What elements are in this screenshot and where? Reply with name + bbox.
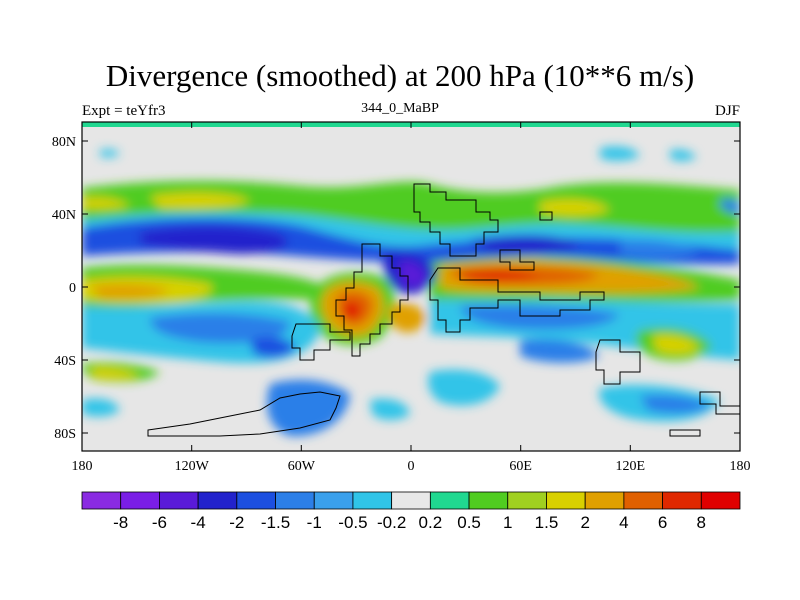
colorbar-label: -0.5	[338, 513, 367, 532]
colorbar-swatch	[623, 491, 663, 510]
colorbar-label: -2	[229, 513, 244, 532]
colorbar-swatch	[391, 491, 431, 510]
colorbar: -8 -6 -4 -2 -1.5 -1 -0.5 -0.2 0.2 0.5 1 1.5 2 4 6 8	[81, 491, 741, 532]
colorbar-swatch	[236, 491, 276, 510]
lon-label: 180	[730, 459, 751, 474]
season-label: DJF	[714, 103, 740, 119]
colorbar-label: -1	[307, 513, 322, 532]
colorbar-swatch	[662, 491, 702, 510]
colorbar-label: 2	[580, 513, 589, 532]
center-label: 344_0_MaBP	[361, 101, 439, 116]
colorbar-label: 1.5	[535, 513, 559, 532]
colorbar-label: 8	[697, 513, 706, 532]
lon-label: 60E	[509, 459, 532, 474]
lon-label: 60W	[288, 459, 316, 474]
axis-ticks	[81, 122, 741, 451]
colorbar-swatch	[81, 491, 122, 510]
colorbar-label: 0.5	[457, 513, 481, 532]
lat-label: 0	[69, 281, 76, 296]
lat-label: 40S	[54, 354, 76, 369]
colorbar-label: -6	[152, 513, 167, 532]
colorbar-label: -8	[113, 513, 128, 532]
lat-label: 80N	[52, 135, 76, 150]
colorbar-swatch	[429, 491, 470, 510]
colorbar-swatch	[507, 491, 547, 510]
experiment-label: Expt = teYfr3	[82, 103, 166, 119]
colorbar-label: 4	[619, 513, 628, 532]
colorbar-swatch	[120, 491, 160, 510]
divergence-field	[82, 122, 740, 451]
colorbar-label: 1	[503, 513, 512, 532]
colorbar-label: -4	[191, 513, 206, 532]
colorbar-swatch	[352, 491, 393, 510]
lat-label: 80S	[54, 427, 76, 442]
plot-title: Divergence (smoothed) at 200 hPa (10**6 …	[105, 58, 695, 93]
colorbar-swatch	[159, 491, 199, 510]
colorbar-swatch	[468, 491, 509, 510]
colorbar-swatch	[313, 491, 354, 510]
colorbar-label: 6	[658, 513, 667, 532]
colorbar-swatch	[584, 491, 625, 510]
lon-label: 120E	[616, 459, 646, 474]
colorbar-swatch	[197, 491, 238, 510]
coastlines	[147, 183, 740, 437]
lat-label: 40N	[52, 208, 76, 223]
colorbar-swatch	[700, 491, 741, 510]
lon-label: 0	[408, 459, 415, 474]
colorbar-label: 0.2	[419, 513, 443, 532]
colorbar-label: -0.2	[377, 513, 406, 532]
colorbar-label: -1.5	[261, 513, 290, 532]
lon-label: 180	[72, 459, 93, 474]
colorbar-swatch	[546, 491, 586, 510]
colorbar-swatch	[275, 491, 315, 510]
lon-label: 120W	[175, 459, 210, 474]
